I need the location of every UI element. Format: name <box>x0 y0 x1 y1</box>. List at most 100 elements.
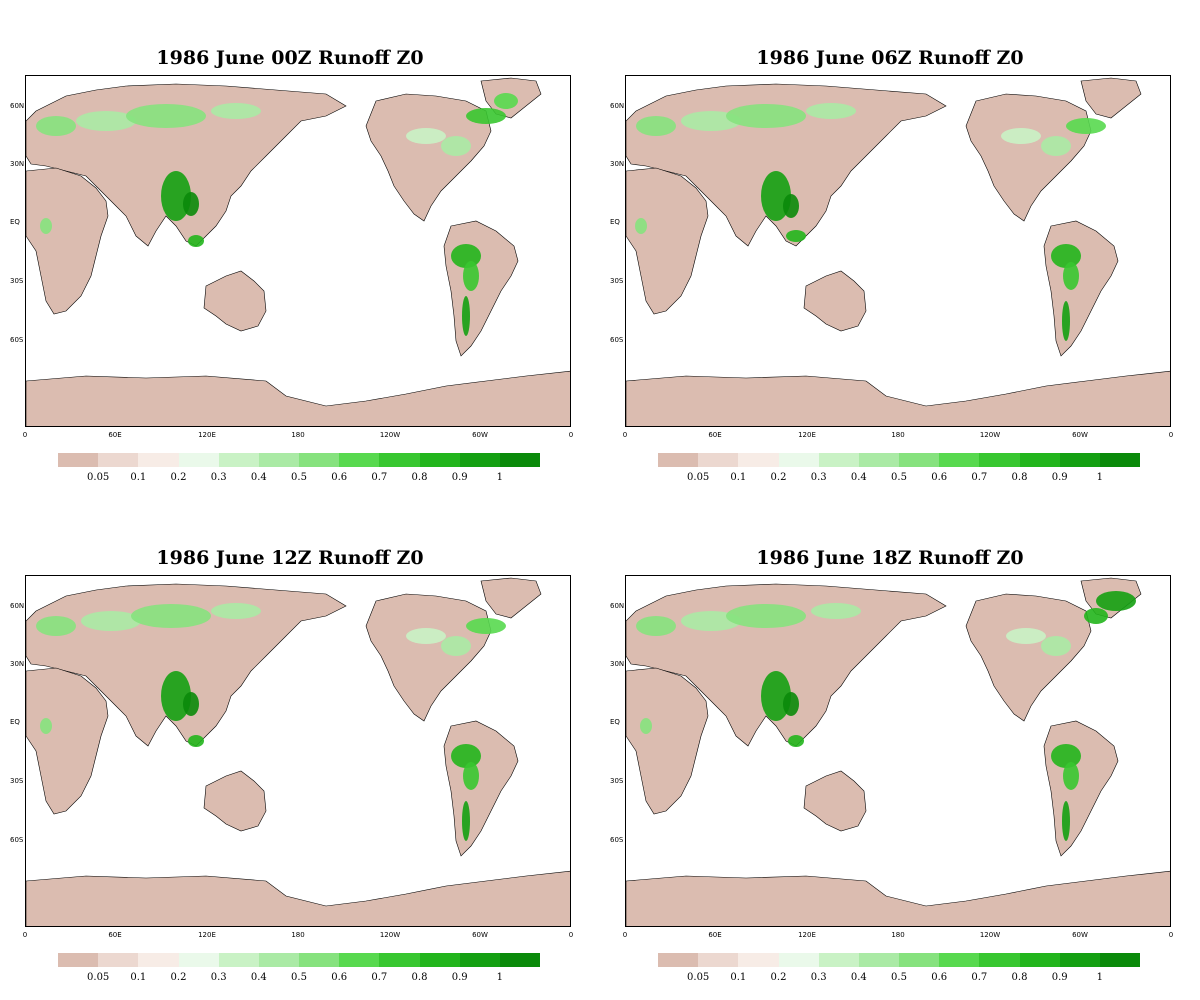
colorbar-swatch <box>218 953 259 967</box>
lon-label: 60E <box>708 431 722 439</box>
runoff-patch <box>640 718 652 734</box>
colorbar-label: 0.7 <box>971 472 988 483</box>
colorbar-label: 0.8 <box>1011 472 1028 483</box>
map-panel-2: 1986 June 06Z Runoff Z0 <box>610 45 1173 495</box>
runoff-patch <box>1063 262 1079 290</box>
runoff-patch <box>188 735 204 747</box>
colorbar-label: 0.6 <box>331 472 348 483</box>
map-frame <box>625 75 1171 427</box>
colorbar-swatch <box>379 953 420 967</box>
runoff-patch <box>1096 591 1136 611</box>
runoff-patch <box>1051 744 1081 768</box>
runoff-patch <box>786 230 806 242</box>
runoff-patch <box>451 744 481 768</box>
runoff-patch <box>81 611 141 631</box>
colorbar-swatch <box>459 953 500 967</box>
lon-label: 60E <box>708 931 722 939</box>
lon-label: 60W <box>1072 431 1088 439</box>
runoff-patch <box>40 218 52 234</box>
runoff-patch <box>494 93 518 109</box>
colorbar-swatch <box>818 953 859 967</box>
lon-label: 0 <box>1168 931 1174 939</box>
north-america <box>365 93 492 222</box>
runoff-patch <box>161 671 191 721</box>
antarctica <box>26 870 570 926</box>
colorbar-swatch <box>218 453 259 467</box>
colorbar-label: 0.05 <box>87 972 110 983</box>
colorbar-label: 1 <box>496 472 504 483</box>
lon-label: 0 <box>22 931 28 939</box>
colorbar-swatch <box>138 953 179 967</box>
colorbar-label: 0.3 <box>210 472 227 483</box>
colorbar-label: 0.9 <box>451 972 468 983</box>
runoff-patch <box>1051 244 1081 268</box>
colorbar-label: 0.6 <box>931 972 948 983</box>
colorbar-swatch <box>499 953 541 967</box>
colorbar-label: 0.4 <box>250 972 267 983</box>
colorbar-label: 0.5 <box>891 472 907 483</box>
colorbar-swatch <box>339 953 380 967</box>
colorbar-swatch <box>459 453 500 467</box>
north-america <box>965 93 1092 222</box>
panel-title: 1986 June 00Z Runoff Z0 <box>156 47 424 69</box>
runoff-patch <box>1006 628 1046 644</box>
lon-label: 120W <box>979 931 1001 939</box>
australia <box>203 270 267 332</box>
south-america <box>1043 720 1119 857</box>
colorbar-label: 0.2 <box>170 472 187 483</box>
colorbar-swatch <box>58 953 99 967</box>
lat-label: 30N <box>610 160 625 168</box>
australia <box>803 270 867 332</box>
africa <box>626 167 709 315</box>
map-frame <box>25 575 571 927</box>
lon-label: 60E <box>108 431 122 439</box>
colorbar-swatch <box>178 453 219 467</box>
map-frame <box>625 575 1171 927</box>
runoff-map <box>626 77 1170 426</box>
south-america <box>443 220 519 357</box>
colorbar <box>58 453 541 467</box>
runoff-map <box>26 577 570 926</box>
runoff-patch <box>726 604 806 628</box>
colorbar-swatch <box>778 453 819 467</box>
colorbar-label: 0.8 <box>1011 972 1028 983</box>
lat-label: EQ <box>10 718 20 726</box>
colorbar-label: 1 <box>1096 472 1104 483</box>
lon-label: 120W <box>379 431 401 439</box>
colorbar-swatch <box>939 953 980 967</box>
south-america <box>443 720 519 857</box>
map-panel-3: 1986 June 12Z Runoff Z0 <box>10 545 573 995</box>
lon-label: 0 <box>622 931 628 939</box>
colorbar <box>658 453 1141 467</box>
lon-label: 0 <box>568 431 574 439</box>
lon-label: 60W <box>472 931 488 939</box>
colorbar-label: 0.8 <box>411 972 428 983</box>
colorbar-swatch <box>1099 953 1141 967</box>
runoff-patch <box>36 116 76 136</box>
lat-label: 60S <box>10 836 24 844</box>
colorbar-label: 0.4 <box>850 972 867 983</box>
colorbar-swatch <box>818 453 859 467</box>
australia <box>803 770 867 832</box>
colorbar-label: 0.3 <box>210 972 227 983</box>
runoff-patch <box>40 718 52 734</box>
colorbar-label: 1 <box>496 972 504 983</box>
colorbar-swatch <box>419 453 460 467</box>
runoff-patch <box>183 192 199 216</box>
colorbar-label: 0.9 <box>451 472 468 483</box>
colorbar-label: 0.05 <box>687 472 710 483</box>
lat-label: 30N <box>10 660 25 668</box>
runoff-patch <box>635 218 647 234</box>
lon-label: 60E <box>108 931 122 939</box>
panel-title: 1986 June 12Z Runoff Z0 <box>156 547 424 569</box>
greenland <box>1080 77 1142 119</box>
lat-label: 60N <box>610 602 625 610</box>
colorbar-label: 0.4 <box>250 472 267 483</box>
runoff-patches <box>36 93 518 336</box>
runoff-patch <box>76 111 136 131</box>
runoff-patch <box>462 296 470 336</box>
runoff-patch <box>726 104 806 128</box>
colorbar-swatch <box>738 953 779 967</box>
antarctica <box>26 370 570 426</box>
colorbar-label: 0.1 <box>130 972 147 983</box>
